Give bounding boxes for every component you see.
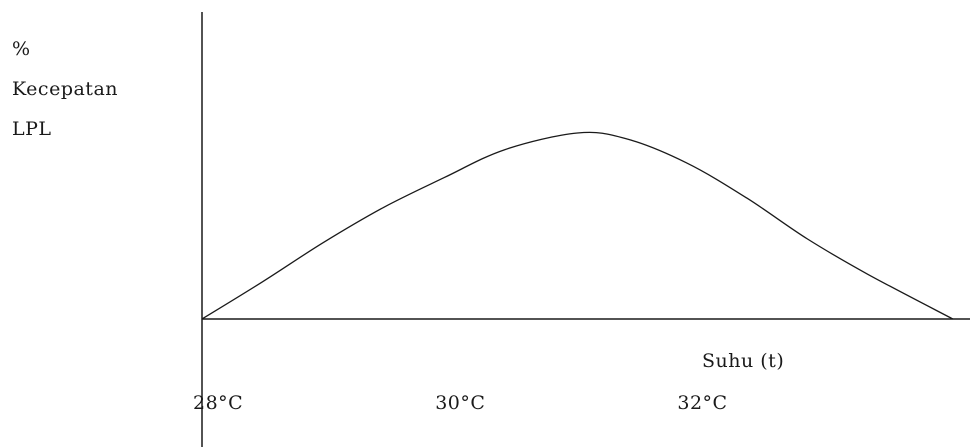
y-axis-label-line-2: Kecepatan — [12, 78, 119, 100]
x-axis-label: Suhu (t) — [702, 350, 785, 372]
x-tick-label: 30°C — [435, 392, 486, 414]
y-axis-label-line-1: % — [12, 38, 31, 60]
series-line — [201, 131, 954, 320]
x-tick-label: 32°C — [677, 392, 728, 414]
y-axis-label-line-3: LPL — [12, 118, 52, 140]
x-tick-label: 28°C — [193, 392, 244, 414]
